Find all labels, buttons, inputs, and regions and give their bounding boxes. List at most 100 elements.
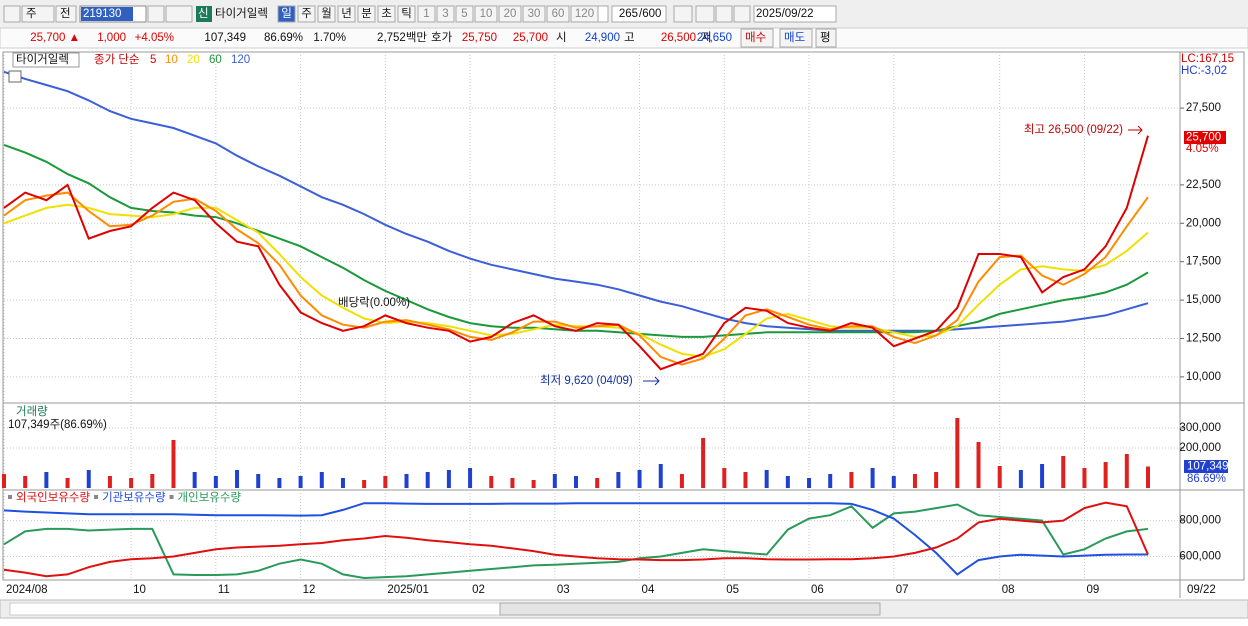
- new-badge: 신: [198, 7, 209, 20]
- count-box: [611, 5, 667, 23]
- legend-marker: [94, 495, 99, 499]
- sell-button[interactable]: [779, 28, 813, 48]
- buy-button[interactable]: [740, 28, 774, 48]
- minute: 30: [528, 8, 541, 20]
- minute-button[interactable]: [522, 5, 546, 23]
- avg-button[interactable]: [815, 28, 837, 48]
- minute-button[interactable]: [570, 5, 599, 23]
- interval-button[interactable]: [337, 5, 356, 23]
- volume-bar: [129, 478, 134, 488]
- menu-icon[interactable]: [3, 5, 21, 23]
- period-select[interactable]: [21, 5, 55, 23]
- hc-label: HC:-3,02: [1181, 65, 1227, 77]
- bid: 25,700: [513, 32, 548, 44]
- ask: 25,750: [462, 32, 497, 44]
- volume-bar: [235, 470, 240, 488]
- volume-bar: [658, 464, 663, 488]
- chart-title: 타이거일렉: [16, 52, 69, 66]
- minute-button[interactable]: [546, 5, 570, 23]
- interval-button[interactable]: [357, 5, 376, 23]
- volume-bar: [404, 474, 409, 488]
- change-rate: +4.05%: [135, 32, 174, 44]
- volume-bar: [277, 478, 282, 488]
- interval-button[interactable]: [297, 5, 316, 23]
- legend-entry: 5: [150, 54, 156, 66]
- current-change: 4.05%: [1186, 143, 1219, 155]
- amount: 2,752백만: [377, 31, 427, 44]
- quote-bar: [0, 27, 1248, 49]
- volume-current: 107,349: [1187, 461, 1229, 473]
- volume-bar: [595, 478, 600, 488]
- x-tick-label: 2024/08: [6, 584, 48, 596]
- annotation-dividend: 배당락(0.00%): [338, 296, 410, 309]
- minute-button[interactable]: [417, 5, 436, 23]
- volume-bar: [849, 472, 854, 488]
- annotation-arrow: [1128, 125, 1143, 135]
- y-tick-label: 200,000: [1179, 442, 1221, 454]
- sound-button[interactable]: [165, 5, 193, 23]
- minute-button[interactable]: [474, 5, 498, 23]
- period: 주: [26, 8, 37, 20]
- scroll-thumb[interactable]: [499, 602, 881, 616]
- legend-entry: 10: [165, 54, 178, 66]
- volume-bar: [679, 474, 684, 488]
- save-icon[interactable]: [715, 5, 733, 23]
- minute: 5: [461, 8, 467, 20]
- open: 24,900: [585, 32, 620, 44]
- x-tick-label: 11: [218, 584, 230, 596]
- count: 265: [619, 8, 638, 20]
- series-line: [3, 503, 1149, 580]
- legend-marker: [169, 495, 174, 499]
- y-tick-label: 300,000: [1179, 422, 1221, 434]
- volume-bar: [574, 476, 578, 488]
- open-label: 시: [556, 31, 567, 44]
- code-highlight: [81, 7, 133, 21]
- volume-bar: [107, 476, 112, 488]
- minute-button[interactable]: [498, 5, 522, 23]
- sell: 매도: [784, 31, 805, 44]
- volume-bar: [976, 442, 981, 488]
- volume-bar: [616, 472, 621, 488]
- date-box[interactable]: [753, 5, 837, 23]
- minute: 20: [504, 8, 517, 20]
- tool-icon[interactable]: [695, 5, 715, 23]
- x-tick-label: 02: [472, 584, 485, 596]
- lc-label: LC:167,15: [1181, 53, 1234, 65]
- volume-bar: [65, 478, 70, 488]
- interval: 년: [341, 7, 352, 20]
- volume-bar: [997, 466, 1002, 488]
- y-tick-label: 15,000: [1186, 294, 1221, 306]
- volume-bar: [340, 478, 345, 488]
- minute-button[interactable]: [455, 5, 474, 23]
- volume-bar: [362, 480, 367, 488]
- volume-ratio: 86.69%: [264, 32, 303, 44]
- volume-bar: [1103, 462, 1108, 488]
- interval-button[interactable]: [277, 5, 296, 23]
- series-line: [3, 203, 1149, 358]
- volume-bar: [1018, 470, 1023, 488]
- legend-marker: [8, 495, 12, 499]
- interval-button[interactable]: [397, 5, 416, 23]
- annotation-high: 최고 26,500 (09/22): [1024, 123, 1123, 136]
- x-tick-label: 07: [896, 584, 909, 596]
- x-tick-label: 08: [1002, 584, 1015, 596]
- volume-subtitle: 107,349주(86.69%): [8, 419, 107, 431]
- search-button[interactable]: [147, 5, 165, 23]
- prev-button[interactable]: [55, 5, 77, 23]
- interval-button[interactable]: [377, 5, 396, 23]
- volume-bar: [489, 476, 494, 488]
- settings-icon[interactable]: [733, 5, 751, 23]
- minute-button[interactable]: [436, 5, 455, 23]
- count-max: /600: [639, 8, 661, 20]
- tool-icon[interactable]: [673, 5, 693, 23]
- x-tick-label: 2025/01: [387, 584, 429, 596]
- volume-bar: [701, 438, 706, 488]
- low: 24,650: [697, 32, 732, 44]
- minute: 1: [423, 8, 429, 20]
- annotation-arrow: [643, 376, 660, 386]
- interval-button[interactable]: [317, 5, 336, 23]
- avg: 평: [820, 31, 831, 44]
- volume-bar: [552, 474, 557, 488]
- volume-bar: [150, 474, 155, 488]
